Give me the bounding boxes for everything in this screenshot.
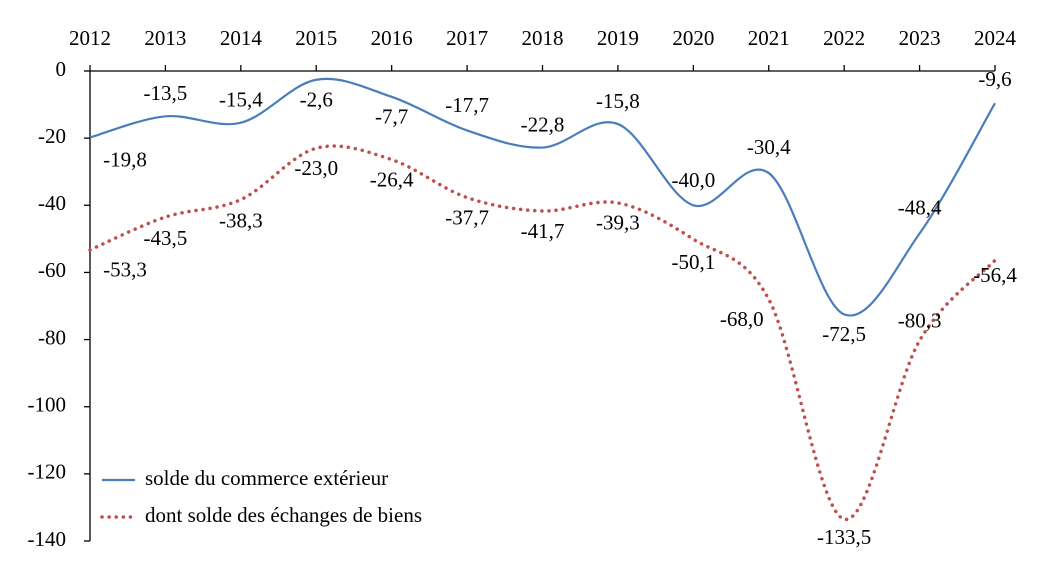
data-label: -26,4 [370, 167, 414, 191]
data-label: -68,0 [720, 307, 764, 331]
series-line [88, 144, 997, 521]
data-label: -19,8 [103, 147, 147, 171]
x-tick-label: 2013 [144, 26, 186, 50]
data-label: -15,8 [596, 89, 640, 113]
x-tick-label: 2024 [974, 26, 1017, 50]
data-label: -41,7 [521, 219, 565, 243]
data-label: -72,5 [822, 322, 866, 346]
y-tick-label: -40 [38, 191, 66, 215]
data-label: -80,3 [898, 308, 942, 332]
x-tick-label: 2022 [823, 26, 865, 50]
x-tick-label: 2019 [597, 26, 639, 50]
data-label: -39,3 [596, 211, 640, 235]
data-label: -13,5 [144, 81, 188, 105]
data-label: -7,7 [375, 105, 408, 129]
x-tick-label: 2018 [522, 26, 564, 50]
series-line [89, 77, 996, 317]
data-label: -22,8 [521, 112, 565, 136]
y-tick-label: -140 [28, 527, 67, 551]
x-tick-label: 2023 [899, 26, 941, 50]
data-label: -50,1 [671, 250, 715, 274]
data-label: -2,6 [300, 88, 333, 112]
data-label: -56,4 [973, 263, 1017, 287]
data-label: -30,4 [747, 135, 791, 159]
data-label: -53,3 [103, 258, 147, 282]
data-label: -48,4 [898, 195, 942, 219]
legend-label: solde du commerce extérieur [145, 466, 388, 490]
y-tick-label: 0 [56, 57, 67, 81]
data-label: -40,0 [671, 168, 715, 192]
data-label: -37,7 [445, 205, 489, 229]
legend-label: dont solde des échanges de biens [145, 503, 422, 527]
data-label: -9,6 [978, 67, 1011, 91]
data-label: -38,3 [219, 208, 263, 232]
y-tick-label: -20 [38, 124, 66, 148]
x-tick-label: 2012 [69, 26, 111, 50]
x-tick-label: 2015 [295, 26, 337, 50]
data-label: -133,5 [817, 525, 871, 549]
data-label: -43,5 [144, 226, 188, 250]
y-tick-label: -100 [28, 393, 67, 417]
x-tick-label: 2021 [748, 26, 790, 50]
y-tick-label: -120 [28, 460, 67, 484]
data-label: -17,7 [445, 93, 489, 117]
y-tick-label: -60 [38, 258, 66, 282]
x-tick-label: 2014 [220, 26, 263, 50]
data-label: -23,0 [294, 156, 338, 180]
data-label: -15,4 [219, 88, 263, 112]
x-tick-label: 2020 [672, 26, 714, 50]
x-tick-label: 2017 [446, 26, 488, 50]
y-tick-label: -80 [38, 325, 66, 349]
x-tick-label: 2016 [371, 26, 413, 50]
